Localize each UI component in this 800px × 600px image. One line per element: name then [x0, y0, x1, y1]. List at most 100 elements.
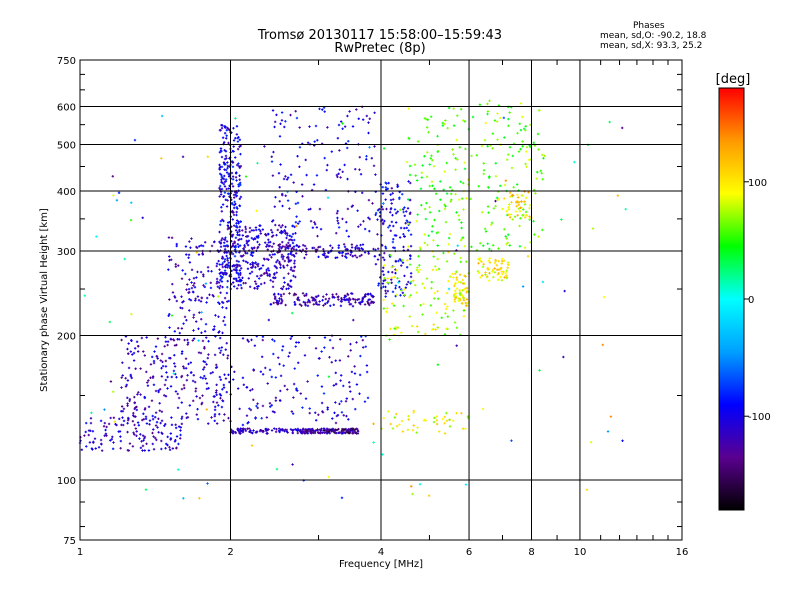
data-point	[335, 414, 339, 418]
data-point	[370, 294, 374, 297]
data-point	[432, 327, 435, 331]
data-point	[381, 282, 385, 285]
data-point	[249, 408, 253, 412]
data-point	[241, 276, 244, 280]
data-point	[270, 429, 274, 432]
data-point	[523, 200, 526, 203]
data-point	[405, 160, 409, 164]
data-point	[276, 251, 280, 254]
data-point	[437, 267, 441, 271]
data-point	[149, 376, 152, 379]
data-point	[496, 278, 500, 282]
data-point	[192, 399, 195, 403]
data-point	[403, 206, 406, 209]
data-point	[177, 396, 181, 400]
data-point	[488, 272, 491, 275]
data-point	[271, 285, 275, 289]
data-point	[436, 363, 440, 366]
phases-summary: Phases mean, sd,O: -90.2, 18.8 mean, sd,…	[600, 21, 750, 51]
data-point	[528, 206, 531, 210]
data-point	[391, 290, 395, 294]
data-point	[284, 225, 287, 229]
data-point	[453, 282, 457, 286]
data-point	[356, 209, 359, 212]
data-point	[382, 307, 386, 310]
data-point	[231, 281, 235, 284]
data-point	[224, 236, 227, 239]
data-point	[190, 281, 193, 284]
data-point	[136, 350, 140, 353]
data-point	[236, 387, 240, 390]
data-point	[462, 309, 466, 312]
data-point	[253, 344, 257, 347]
data-point	[500, 262, 503, 265]
data-point	[486, 102, 489, 106]
data-point	[341, 122, 344, 125]
data-point	[205, 336, 208, 339]
data-point	[534, 192, 537, 195]
data-point	[253, 286, 256, 290]
data-point	[259, 429, 263, 432]
data-point	[386, 187, 389, 190]
data-point	[255, 228, 258, 232]
data-point	[252, 398, 255, 402]
data-point	[358, 373, 362, 377]
data-point	[171, 447, 175, 450]
data-point	[296, 298, 299, 301]
data-point	[260, 417, 263, 420]
data-point	[235, 263, 239, 267]
data-point	[486, 112, 489, 116]
data-point	[439, 198, 442, 201]
data-point	[118, 430, 122, 433]
data-point	[235, 206, 238, 209]
data-point	[308, 411, 311, 415]
data-point	[384, 295, 387, 298]
data-point	[165, 371, 168, 374]
data-point	[337, 427, 340, 431]
data-point	[226, 192, 230, 195]
data-point	[386, 289, 390, 293]
data-point	[521, 145, 524, 148]
data-point	[160, 352, 164, 356]
data-point	[407, 180, 410, 183]
data-point	[203, 360, 207, 364]
data-point	[282, 264, 285, 268]
data-point	[271, 231, 274, 234]
data-point	[263, 258, 266, 261]
phases-o-row: mean, sd,O: -90.2, 18.8	[600, 31, 750, 41]
data-point	[223, 323, 227, 327]
data-point	[130, 312, 133, 316]
data-point	[99, 419, 103, 423]
data-point	[295, 215, 298, 218]
data-point	[409, 257, 412, 261]
data-point	[353, 365, 356, 368]
data-point	[152, 435, 155, 438]
data-point	[314, 295, 318, 298]
data-point	[521, 214, 524, 217]
data-point	[141, 434, 145, 437]
data-point	[281, 224, 284, 227]
data-point	[461, 296, 465, 299]
data-point	[235, 259, 239, 263]
data-point	[289, 113, 292, 117]
data-point	[195, 320, 198, 323]
data-point	[173, 330, 177, 333]
data-point	[302, 427, 305, 430]
data-point	[225, 187, 228, 191]
data-point	[221, 203, 225, 206]
data-point	[334, 401, 337, 404]
data-point	[163, 345, 166, 348]
data-point	[353, 372, 357, 375]
data-point	[431, 159, 434, 162]
data-point	[233, 240, 236, 243]
data-point	[342, 384, 345, 388]
data-point	[400, 419, 404, 423]
data-point	[284, 194, 287, 197]
data-point	[284, 175, 287, 178]
data-point	[458, 273, 462, 276]
data-point	[232, 206, 236, 210]
data-point	[90, 411, 93, 415]
data-point	[486, 275, 489, 278]
data-point	[560, 218, 563, 221]
data-point	[428, 184, 431, 188]
